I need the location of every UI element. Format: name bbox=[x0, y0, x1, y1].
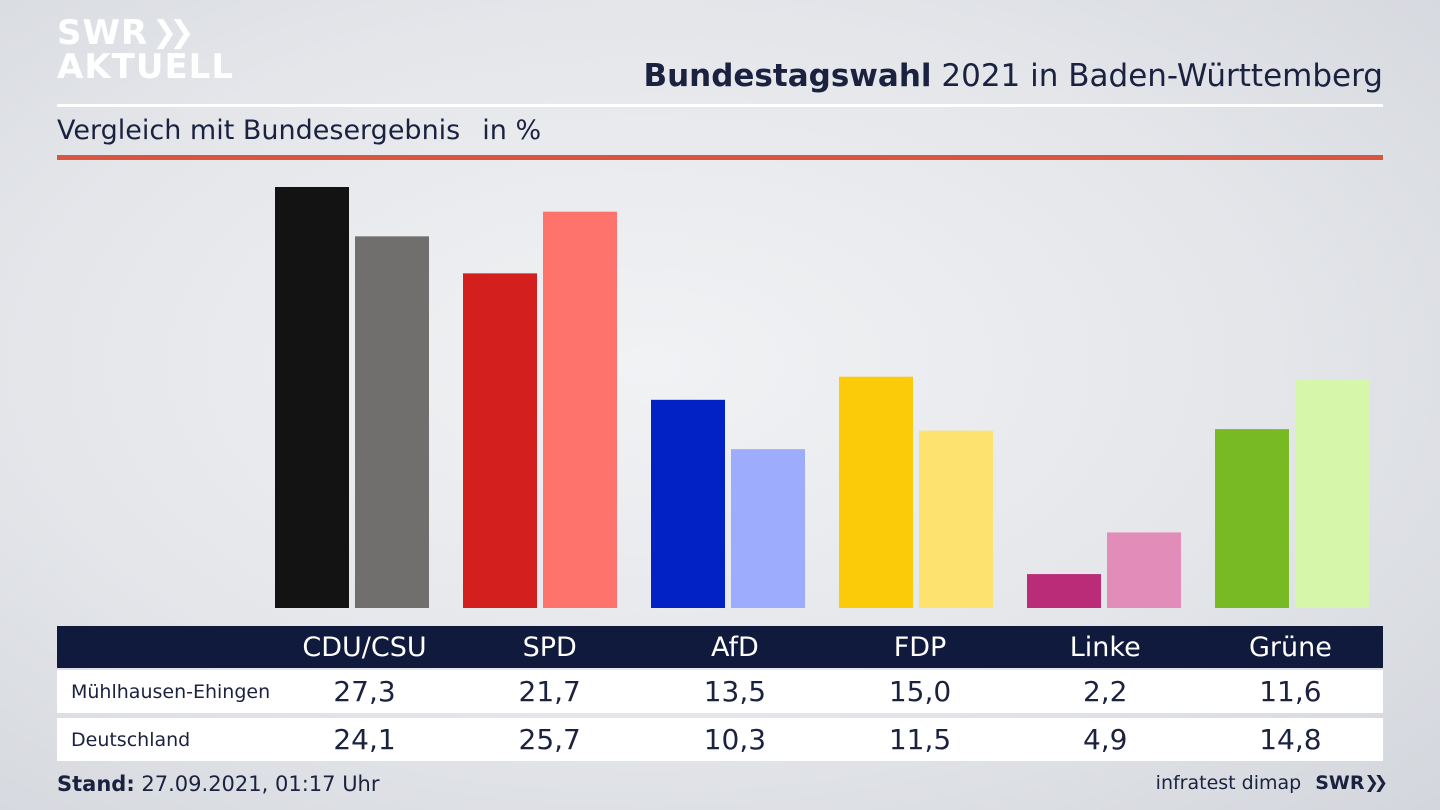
logo-swr-text: SWR bbox=[57, 13, 149, 53]
bar-linke-national bbox=[1107, 532, 1181, 608]
bar-cdu-csu-national bbox=[355, 236, 429, 608]
table-cell: 21,7 bbox=[518, 675, 581, 708]
stand-value: 27.09.2021, 01:17 Uhr bbox=[141, 772, 380, 796]
brand-text: SWR bbox=[1315, 772, 1365, 794]
header-divider bbox=[57, 104, 1383, 107]
results-table: CDU/CSU SPD AfD FDP Linke Grüne Mühlhausen-Eh… bbox=[57, 626, 1383, 761]
bar-fdp-local bbox=[839, 376, 913, 608]
page-subtitle: Vergleich mit Bundesergebnis in % bbox=[57, 115, 541, 146]
bar-spd-national bbox=[543, 211, 617, 608]
bar-linke-local bbox=[1027, 574, 1101, 608]
table-cell: 24,1 bbox=[333, 723, 396, 756]
page-title: Bundestagswahl 2021 in Baden-Württemberg bbox=[643, 58, 1383, 94]
source-text: infratest dimap bbox=[1155, 772, 1302, 794]
unit-label: in % bbox=[482, 115, 542, 146]
column-header: Linke bbox=[1069, 631, 1141, 663]
table-cell: 25,7 bbox=[518, 723, 581, 756]
table-cell: 11,5 bbox=[888, 723, 952, 756]
column-header: AfD bbox=[710, 631, 759, 663]
bar-afd-local bbox=[651, 399, 725, 608]
column-header: CDU/CSU bbox=[302, 631, 427, 663]
bar-afd-national bbox=[731, 449, 805, 608]
swr-aktuell-logo: SWR ❯❯ AKTUELL bbox=[57, 13, 235, 87]
table-row: Mühlhausen-Ehingen 27,3 21,7 13,5 15,0 2,2 11… bbox=[57, 670, 1383, 713]
stand-label: Stand: bbox=[57, 772, 135, 796]
source-credit: infratest dimap SWR ❯❯ bbox=[1155, 772, 1388, 794]
column-header: Grüne bbox=[1248, 631, 1332, 663]
subtitle-text: Vergleich mit Bundesergebnis bbox=[57, 115, 461, 146]
chevron-right-icon: ❯❯ bbox=[1364, 773, 1388, 793]
bar-fdp-national bbox=[919, 430, 993, 608]
bar-spd-local bbox=[463, 273, 537, 608]
row-label: Deutschland bbox=[71, 728, 191, 751]
table-row: Deutschland 24,1 25,7 10,3 11,5 4,9 14,8 bbox=[57, 718, 1383, 761]
table-cell: 2,2 bbox=[1082, 675, 1128, 708]
table-cell: 11,6 bbox=[1259, 675, 1322, 708]
accent-divider bbox=[57, 155, 1383, 160]
column-header: SPD bbox=[522, 631, 577, 663]
table-cell: 10,3 bbox=[703, 723, 767, 756]
table-cell: 13,5 bbox=[703, 675, 767, 708]
table-cell: 14,8 bbox=[1259, 723, 1322, 756]
column-header: FDP bbox=[893, 631, 947, 663]
bar-cdu-csu-local bbox=[275, 187, 349, 608]
bar-grüne-national bbox=[1295, 379, 1369, 608]
bar-chart bbox=[275, 187, 1369, 608]
title-rest: 2021 in Baden-Württemberg bbox=[941, 58, 1383, 94]
bar-grüne-local bbox=[1215, 429, 1289, 608]
timestamp: Stand: 27.09.2021, 01:17 Uhr bbox=[57, 772, 380, 796]
table-header: CDU/CSU SPD AfD FDP Linke Grüne bbox=[57, 626, 1383, 668]
table-cell: 4,9 bbox=[1082, 723, 1128, 756]
table-cell: 27,3 bbox=[333, 675, 396, 708]
table-cell: 15,0 bbox=[888, 675, 952, 708]
header-spacer bbox=[57, 626, 272, 668]
logo-aktuell-text: AKTUELL bbox=[57, 47, 235, 87]
title-bold: Bundestagswahl bbox=[643, 58, 932, 94]
row-label: Mühlhausen-Ehingen bbox=[71, 680, 271, 703]
